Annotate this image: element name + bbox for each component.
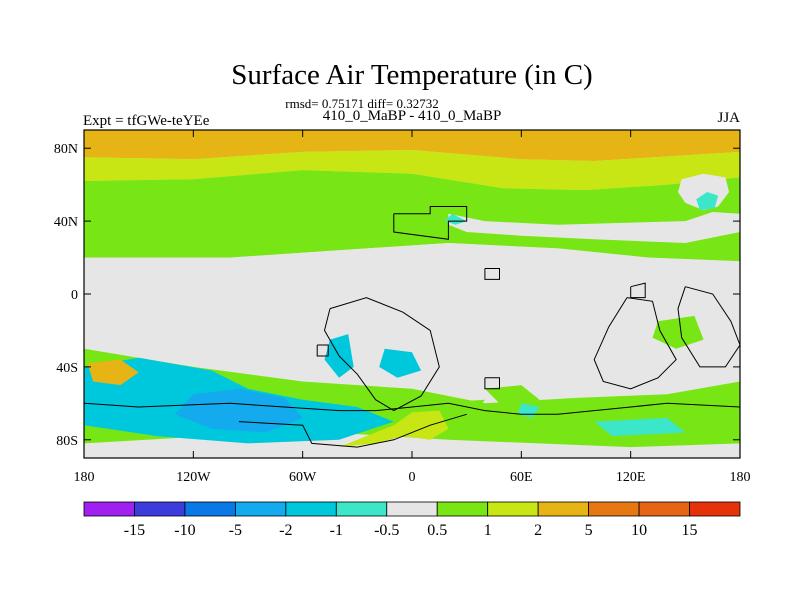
x-tick-label-0: 180 bbox=[74, 470, 95, 485]
colorbar-label-8: 2 bbox=[534, 522, 542, 539]
land-outline-south-land-2 bbox=[316, 344, 329, 357]
land-outline-south-land-3 bbox=[484, 377, 500, 390]
case-label: 410_0_MaBP - 410_0_MaBP bbox=[323, 108, 502, 124]
x-tick-label-6: 180 bbox=[730, 470, 751, 485]
land-outline-south-land-5 bbox=[677, 286, 740, 368]
land-outline-south-land-6 bbox=[630, 282, 646, 299]
temperature-region-1 bbox=[84, 150, 740, 191]
temperature-region-3 bbox=[84, 243, 740, 404]
x-tick-label-3: 0 bbox=[409, 470, 416, 485]
colorbar-box-11 bbox=[638, 501, 690, 517]
colorbar-box-12 bbox=[689, 501, 741, 517]
colorbar-box-8 bbox=[487, 501, 539, 517]
stats-label: rmsd= 0.75171 diff= 0.32732 bbox=[285, 96, 438, 111]
colorbar-label-4: -1 bbox=[330, 522, 343, 539]
temperature-region-19 bbox=[339, 410, 449, 448]
colorbar-box-3 bbox=[234, 501, 287, 517]
y-tick-label-2: 0 bbox=[71, 288, 78, 303]
colorbar-box-2 bbox=[184, 501, 236, 517]
temperature-region-16 bbox=[484, 385, 540, 407]
land-outlines bbox=[84, 206, 740, 448]
colorbar-box-7 bbox=[436, 501, 489, 517]
colorbar-label-5: -0.5 bbox=[374, 522, 399, 539]
colorbar-label-9: 5 bbox=[585, 522, 593, 539]
land-outline-antarctic-1 bbox=[84, 402, 740, 415]
land-outline-south-land-4 bbox=[593, 297, 677, 390]
temperature-region-20 bbox=[594, 417, 686, 437]
x-tick-label-1: 120W bbox=[176, 470, 211, 485]
x-tick-label-4: 60E bbox=[510, 470, 533, 485]
y-tick-label-0: 80N bbox=[54, 142, 78, 157]
colorbar-box-9 bbox=[537, 501, 590, 517]
colorbar-box-5 bbox=[335, 501, 388, 517]
colorbar: -15 -10 -5 -2 -1 -0.5 0.5 1 2 5 10 15 bbox=[83, 501, 741, 539]
temperature-region-11 bbox=[175, 388, 303, 433]
y-tick-label-3: 40S bbox=[56, 361, 78, 376]
colorbar-label-6: 0.5 bbox=[427, 522, 447, 539]
colorbar-label-10: 10 bbox=[631, 522, 647, 539]
temperature-region-9 bbox=[444, 213, 467, 225]
temperature-region-12 bbox=[87, 359, 139, 386]
y-tick-label-4: 80S bbox=[56, 434, 78, 449]
x-tick-label-5: 120E bbox=[616, 470, 646, 485]
land-outline-south-land-1 bbox=[323, 297, 440, 412]
colorbar-label-2: -5 bbox=[229, 522, 242, 539]
temperature-regions bbox=[84, 130, 740, 458]
temperature-region-14 bbox=[379, 348, 422, 378]
land-outline-north-land-1 bbox=[393, 206, 468, 240]
x-axis: 180 120W 60W 0 60E 120E 180 bbox=[74, 130, 751, 485]
temperature-region-2 bbox=[84, 170, 740, 262]
expt-label: Expt = tfGWe-teYEe bbox=[83, 113, 210, 129]
temperature-region-8 bbox=[696, 192, 719, 211]
colorbar-box-0 bbox=[83, 501, 135, 517]
colorbar-label-0: -15 bbox=[124, 522, 145, 539]
chart-title: Surface Air Temperature (in C) bbox=[231, 59, 592, 91]
y-tick-label-1: 40N bbox=[54, 215, 78, 230]
map-plot-area bbox=[83, 129, 741, 459]
y-axis: 80N 40N 0 40S 80S bbox=[54, 142, 740, 449]
colorbar-box-6 bbox=[386, 501, 438, 517]
land-outline-north-land-2 bbox=[484, 268, 500, 280]
x-tick-label-2: 60W bbox=[289, 470, 317, 485]
colorbar-label-7: 1 bbox=[484, 522, 492, 539]
colorbar-label-11: 15 bbox=[682, 522, 698, 539]
colorbar-box-10 bbox=[588, 501, 640, 517]
colorbar-label-1: -10 bbox=[174, 522, 195, 539]
temperature-region-6 bbox=[448, 212, 740, 243]
colorbar-label-3: -2 bbox=[279, 522, 292, 539]
season-label: JJA bbox=[717, 110, 740, 126]
temperature-region-0 bbox=[84, 130, 740, 161]
colorbar-box-4 bbox=[285, 501, 337, 517]
land-outline-antarctic-2 bbox=[238, 413, 467, 448]
colorbar-box-1 bbox=[134, 501, 186, 517]
